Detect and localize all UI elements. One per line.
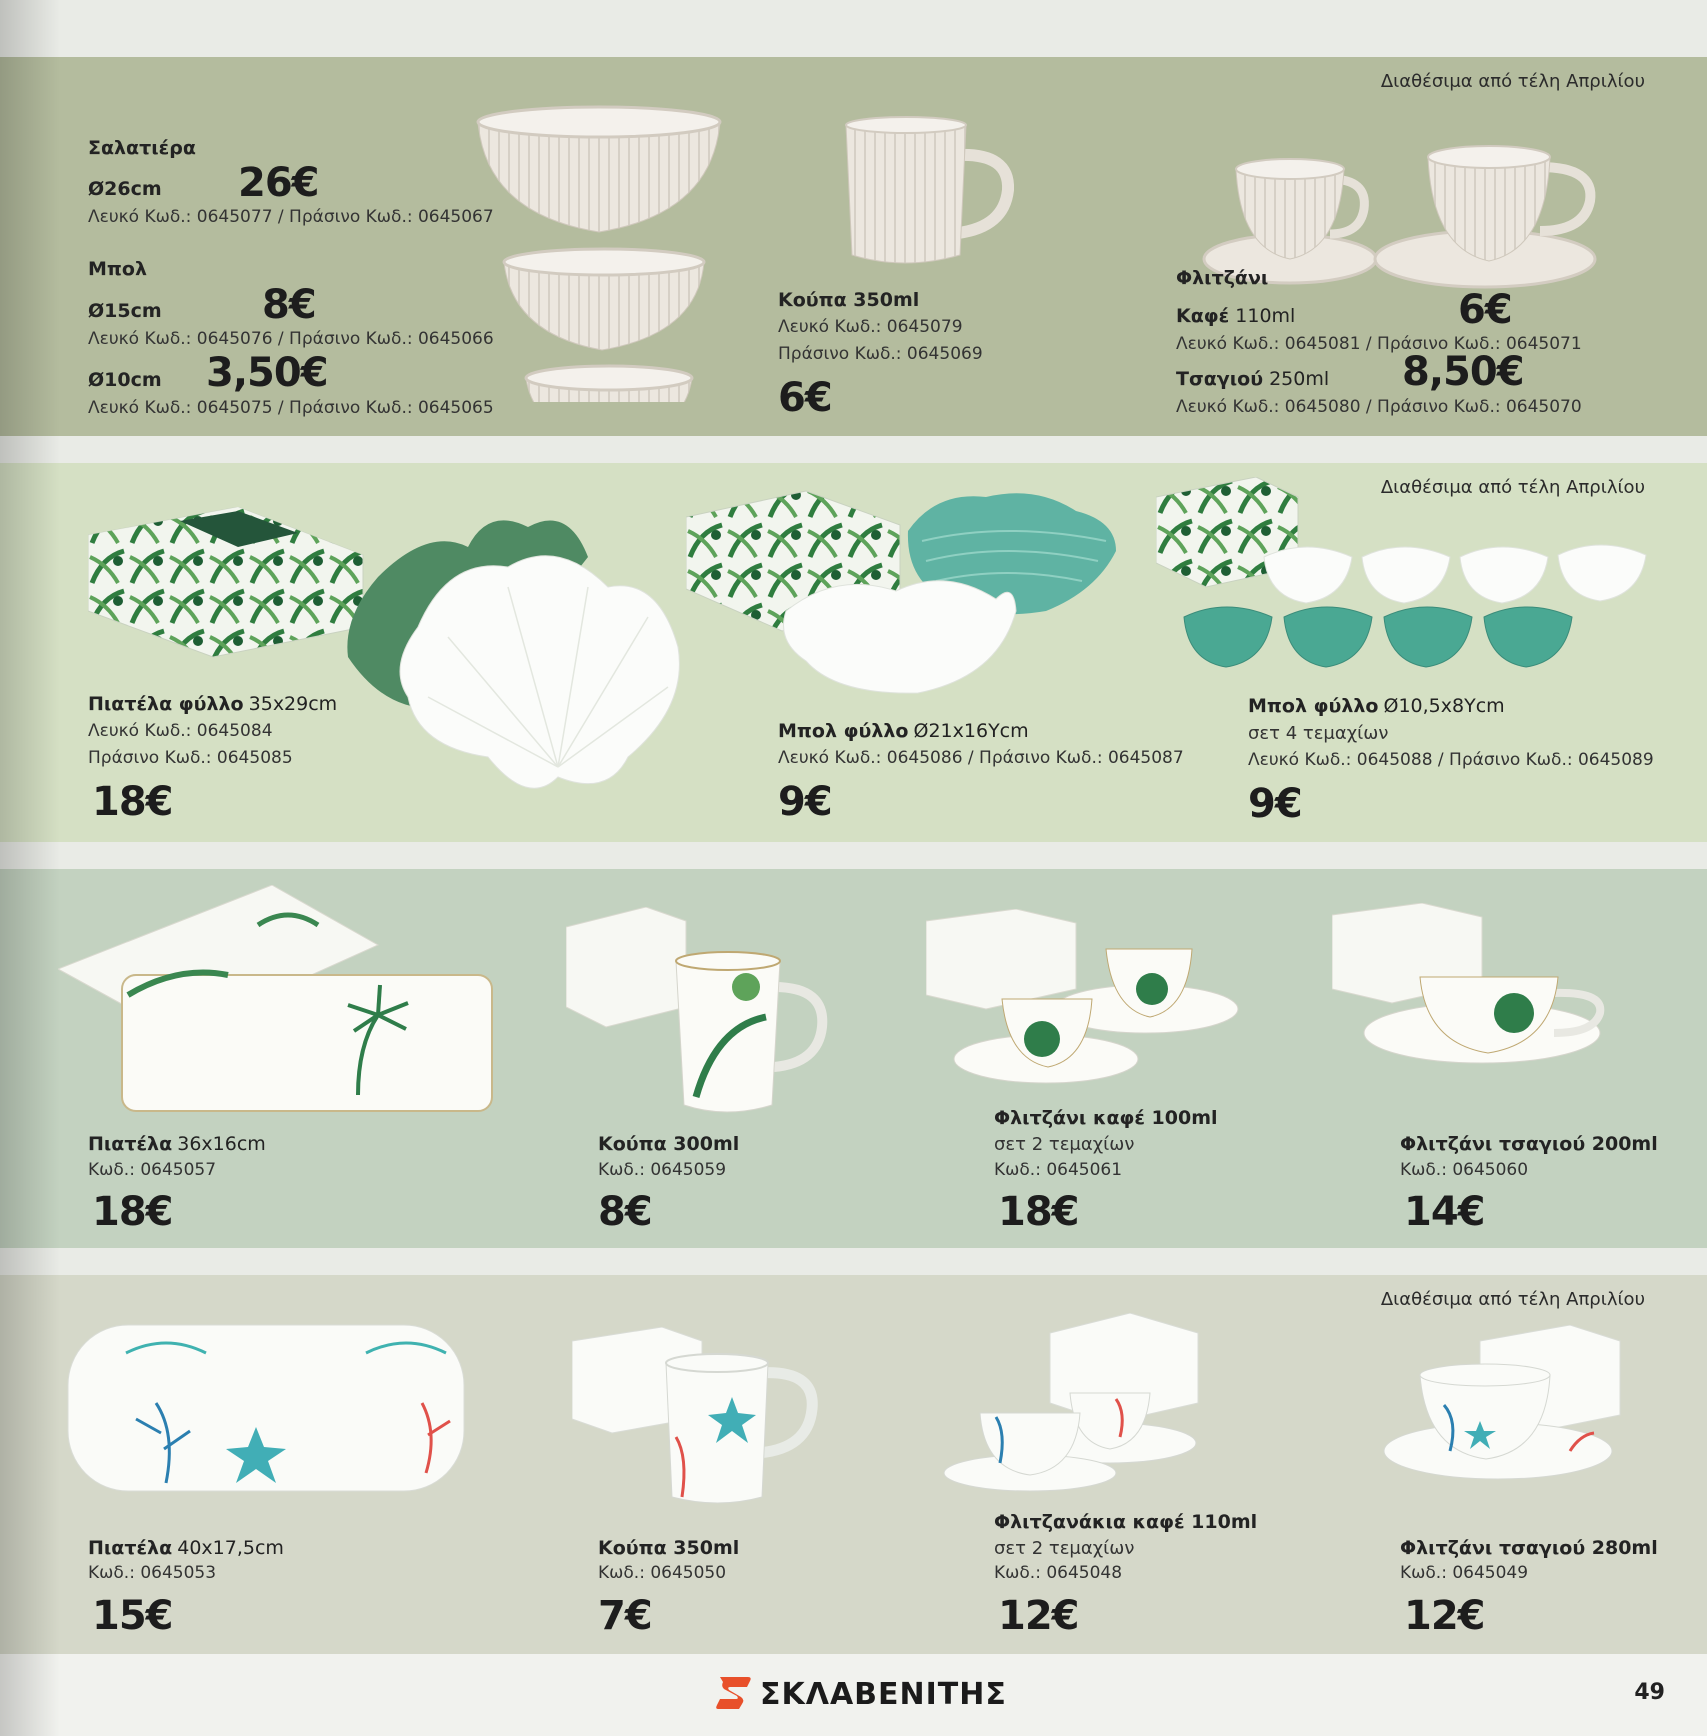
cup-tea-label: Τσαγιού 250ml	[1176, 368, 1329, 390]
leaf-bowl-set-image	[1156, 477, 1656, 677]
set-coral-coffee-cups: σετ 2 τεμαχίων	[994, 1538, 1135, 1559]
availability-note: Διαθέσιμα από τέλη Απριλίου	[1380, 477, 1645, 498]
product-name-salad-bowl: Σαλατιέρα	[88, 137, 196, 159]
availability-note: Διαθέσιμα από τέλη Απριλίου	[1380, 1289, 1645, 1310]
brand-name: ΣΚΛΑΒΕΝΙΤΗΣ	[760, 1677, 1007, 1712]
coral-platter-image	[66, 1323, 466, 1493]
price-tropical-mug: 8€	[598, 1189, 653, 1235]
set-leaf-bowl-set: σετ 4 τεμαχίων	[1248, 723, 1389, 744]
codes-cup-tea: Λευκό Κωδ.: 0645080 / Πράσινο Κωδ.: 0645…	[1176, 397, 1582, 417]
product-name-coral-tea-cup: Φλιτζάνι τσαγιού 280ml	[1400, 1537, 1658, 1559]
product-name-tropical-platter: Πιατέλα	[88, 1133, 173, 1155]
codes-bowl-15: Λευκό Κωδ.: 0645076 / Πράσινο Κωδ.: 0645…	[88, 329, 494, 349]
price-coral-tea-cup: 12€	[1404, 1593, 1485, 1639]
cup-tea-type: Τσαγιού	[1176, 368, 1264, 390]
product-name-leaf-bowl-set: Μπολ φύλλο	[1248, 695, 1379, 717]
product-name-tropical-coffee-cups: Φλιτζάνι καφέ 100ml	[994, 1107, 1218, 1129]
product-name-cup: Φλιτζάνι	[1176, 267, 1269, 289]
coral-tea-cup-image	[1380, 1325, 1630, 1485]
size-coral-platter: 40x17,5cm	[177, 1537, 284, 1559]
section-tropical-porcelain: Πιατέλα 36x16cm Κωδ.: 0645057 18€ Κούπα …	[0, 869, 1707, 1248]
codes-leaf-bowl-set: Λευκό Κωδ.: 0645088 / Πράσινο Κωδ.: 0645…	[1248, 750, 1654, 770]
cup-tea-size: 250ml	[1269, 368, 1330, 390]
tropical-tea-cup-image	[1332, 903, 1612, 1083]
price-leaf-bowl: 9€	[778, 779, 833, 825]
leaf-bowl-title: Μπολ φύλλο Ø21x16Ycm	[778, 720, 1029, 742]
price-bowl-15: 8€	[262, 282, 317, 328]
product-name-tropical-mug: Κούπα 300ml	[598, 1133, 740, 1155]
cup-coffee-size: 110ml	[1235, 305, 1296, 327]
coral-mug-image	[572, 1327, 842, 1507]
brand-logo-icon	[716, 1677, 751, 1709]
code-coral-mug: Κωδ.: 0645050	[598, 1563, 727, 1583]
size-bowl-10: Ø10cm	[88, 369, 162, 391]
codes-cup-coffee: Λευκό Κωδ.: 0645081 / Πράσινο Κωδ.: 0645…	[1176, 334, 1582, 354]
codes-salad-bowl: Λευκό Κωδ.: 0645077 / Πράσινο Κωδ.: 0645…	[88, 207, 494, 227]
codes-bowl-10: Λευκό Κωδ.: 0645075 / Πράσινο Κωδ.: 0645…	[88, 398, 494, 418]
price-cup-tea: 8,50€	[1402, 349, 1525, 395]
price-leaf-platter: 18€	[92, 779, 173, 825]
price-cup-coffee: 6€	[1458, 287, 1513, 333]
leaf-platter-image	[88, 507, 718, 807]
price-salad-bowl: 26€	[238, 160, 319, 206]
size-leaf-bowl-set: Ø10,5x8Ycm	[1383, 695, 1505, 717]
leaf-bowls-image	[686, 481, 1126, 721]
product-name-leaf-platter: Πιατέλα φύλλο	[88, 693, 244, 715]
product-name-coral-platter: Πιατέλα	[88, 1537, 173, 1559]
size-tropical-platter: 36x16cm	[177, 1133, 266, 1155]
section-leaf-collection: Διαθέσιμα από τέλη Απριλίου Π	[0, 463, 1707, 842]
cups-saucers-image	[1200, 139, 1600, 309]
cup-coffee-label: Καφέ 110ml	[1176, 305, 1295, 327]
product-name-coral-mug: Κούπα 350ml	[598, 1537, 740, 1559]
coral-platter-title: Πιατέλα 40x17,5cm	[88, 1537, 284, 1559]
code-tropical-tea-cup: Κωδ.: 0645060	[1400, 1160, 1529, 1180]
size-bowl-15: Ø15cm	[88, 300, 162, 322]
code-coral-tea-cup: Κωδ.: 0645049	[1400, 1563, 1529, 1583]
code-white-mug-350: Λευκό Κωδ.: 0645079	[778, 317, 963, 337]
leaf-platter-title: Πιατέλα φύλλο 35x29cm	[88, 693, 337, 715]
brand-logo: ΣΚΛΑΒΕΝΙΤΗΣ	[714, 1671, 1014, 1719]
codes-leaf-bowl: Λευκό Κωδ.: 0645086 / Πράσινο Κωδ.: 0645…	[778, 748, 1184, 768]
tropical-coffee-cups-image	[926, 909, 1246, 1089]
code-green-leaf-platter: Πράσινο Κωδ.: 0645085	[88, 748, 293, 768]
price-tropical-coffee-cups: 18€	[998, 1189, 1079, 1235]
section-stoneware: Διαθέσιμα από τέλη Απριλίου Σαλατιέρα Ø2…	[0, 57, 1707, 436]
coral-coffee-cups-image	[940, 1313, 1200, 1493]
price-leaf-bowl-set: 9€	[1248, 781, 1303, 827]
product-name-leaf-bowl: Μπολ φύλλο	[778, 720, 909, 742]
price-tropical-tea-cup: 14€	[1404, 1189, 1485, 1235]
stacked-bowls-image	[474, 102, 724, 402]
cup-coffee-type: Καφέ	[1176, 305, 1230, 327]
code-coral-platter: Κωδ.: 0645053	[88, 1563, 217, 1583]
price-bowl-10: 3,50€	[206, 350, 329, 396]
tropical-mug-image	[566, 907, 846, 1117]
page-footer: ΣΚΛΑΒΕΝΙΤΗΣ 49	[0, 1654, 1707, 1736]
price-mug-350: 6€	[778, 375, 833, 421]
product-name-coral-coffee-cups: Φλιτζανάκια καφέ 110ml	[994, 1511, 1258, 1533]
set-tropical-coffee-cups: σετ 2 τεμαχίων	[994, 1134, 1135, 1155]
code-tropical-coffee-cups: Κωδ.: 0645061	[994, 1160, 1123, 1180]
size-leaf-platter: 35x29cm	[248, 693, 338, 715]
size-salad-bowl: Ø26cm	[88, 178, 162, 200]
code-green-mug-350: Πράσινο Κωδ.: 0645069	[778, 344, 983, 364]
price-tropical-platter: 18€	[92, 1189, 173, 1235]
product-name-mug-350: Κούπα 350ml	[778, 289, 920, 311]
section-coral-porcelain: Διαθέσιμα από τέλη Απριλίου Πιατέλα 40x1…	[0, 1275, 1707, 1654]
code-tropical-platter: Κωδ.: 0645057	[88, 1160, 217, 1180]
code-white-leaf-platter: Λευκό Κωδ.: 0645084	[88, 721, 273, 741]
tropical-platter-image	[58, 885, 498, 1115]
code-coral-coffee-cups: Κωδ.: 0645048	[994, 1563, 1123, 1583]
tropical-platter-title: Πιατέλα 36x16cm	[88, 1133, 266, 1155]
price-coral-mug: 7€	[598, 1593, 653, 1639]
leaf-bowl-set-title: Μπολ φύλλο Ø10,5x8Ycm	[1248, 695, 1505, 717]
product-name-tropical-tea-cup: Φλιτζάνι τσαγιού 200ml	[1400, 1133, 1658, 1155]
price-coral-platter: 15€	[92, 1593, 173, 1639]
ribbed-mug-image	[840, 115, 1020, 275]
product-name-bowl: Μπολ	[88, 258, 148, 280]
price-coral-coffee-cups: 12€	[998, 1593, 1079, 1639]
availability-note: Διαθέσιμα από τέλη Απριλίου	[1380, 71, 1645, 92]
size-leaf-bowl: Ø21x16Ycm	[913, 720, 1029, 742]
code-tropical-mug: Κωδ.: 0645059	[598, 1160, 727, 1180]
page-number: 49	[1634, 1680, 1665, 1705]
